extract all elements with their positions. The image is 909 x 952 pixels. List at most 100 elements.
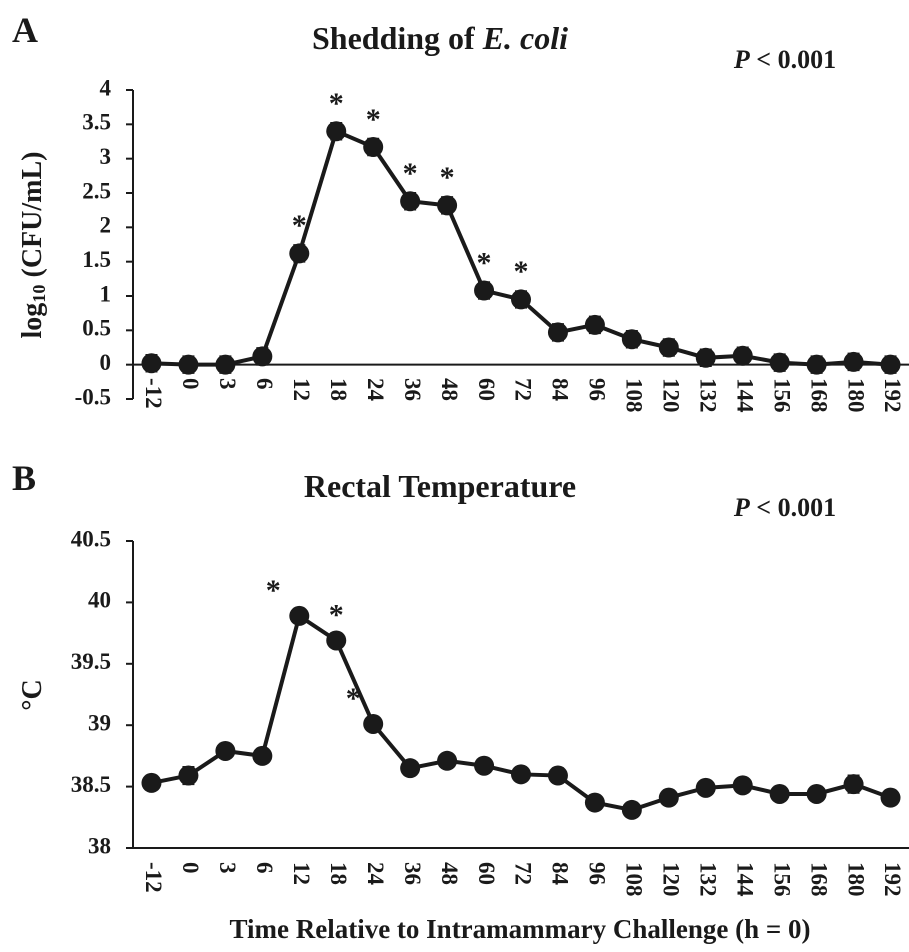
data-point — [474, 280, 495, 301]
x-tick-label: -12 — [141, 378, 166, 409]
data-point — [658, 337, 679, 358]
data-point — [806, 354, 827, 375]
x-tick-label: 72 — [511, 862, 536, 885]
data-point — [511, 289, 531, 310]
significance-marker: * — [266, 574, 281, 607]
significance-marker: * — [329, 87, 344, 120]
text-part: P — [733, 493, 751, 522]
x-tick-label: 96 — [585, 862, 610, 885]
y-tick-label: 4 — [100, 75, 112, 100]
text-part: < 0.001 — [750, 45, 836, 74]
data-point — [363, 136, 384, 157]
x-tick-label: -12 — [141, 862, 166, 893]
x-tick-label: 144 — [732, 378, 757, 413]
data-point — [252, 346, 273, 367]
x-tick-label: 108 — [622, 862, 647, 897]
y-tick-label: 40.5 — [71, 526, 111, 551]
x-tick-label: 18 — [326, 862, 351, 885]
data-point — [547, 765, 568, 786]
data-point — [695, 347, 716, 368]
x-tick-label: 84 — [548, 862, 573, 886]
x-tick-label: 0 — [178, 378, 203, 390]
x-tick-label: 72 — [511, 378, 536, 401]
data-point — [178, 765, 199, 786]
chart-title: Shedding of E. coli — [312, 20, 568, 56]
y-tick-label: 1 — [100, 281, 112, 306]
data-point — [769, 783, 790, 804]
x-tick-label: 108 — [622, 378, 647, 413]
significance-marker: * — [403, 157, 418, 190]
data-point — [437, 750, 458, 771]
text-part: log — [17, 303, 48, 339]
y-tick-label: 0 — [100, 350, 112, 375]
y-tick-label: 38 — [88, 833, 111, 858]
y-axis-label: °C — [17, 679, 48, 710]
panel-label: B — [12, 458, 36, 498]
y-tick-label: 2.5 — [82, 178, 111, 203]
text-part: Rectal Temperature — [304, 468, 576, 504]
y-tick-label: 40 — [88, 588, 111, 613]
x-tick-label: 6 — [252, 862, 277, 874]
x-tick-label: 60 — [474, 378, 499, 401]
x-tick-label: 96 — [585, 378, 610, 401]
data-point — [400, 758, 421, 779]
y-tick-label: 38.5 — [71, 772, 111, 797]
significance-marker: * — [329, 598, 344, 631]
data-point — [547, 322, 568, 343]
y-tick-label: 39 — [88, 710, 111, 735]
data-point — [880, 354, 901, 375]
x-tick-label: 18 — [326, 378, 351, 401]
x-tick-label: 156 — [769, 862, 794, 897]
panel-label: A — [12, 10, 38, 50]
x-axis-label: Time Relative to Intramammary Challenge … — [229, 914, 810, 944]
x-tick-label: 168 — [806, 862, 831, 897]
x-tick-label: 48 — [437, 862, 462, 885]
significance-marker: * — [346, 682, 361, 715]
x-tick-label: 168 — [806, 378, 831, 413]
x-tick-label: 180 — [843, 862, 868, 897]
x-tick-label: 0 — [178, 862, 203, 874]
y-tick-label: 3 — [100, 144, 112, 169]
data-point — [326, 121, 347, 142]
data-point — [289, 605, 310, 626]
data-point — [621, 799, 642, 820]
significance-marker: * — [477, 246, 492, 279]
data-point — [363, 713, 384, 734]
text-part: P — [733, 45, 751, 74]
data-point — [621, 329, 642, 350]
data-point — [732, 345, 753, 366]
data-point — [474, 755, 495, 776]
text-part: < 0.001 — [750, 493, 836, 522]
data-point — [215, 740, 236, 761]
data-point — [141, 353, 162, 374]
data-point — [584, 314, 605, 335]
p-value: P < 0.001 — [733, 493, 836, 522]
y-tick-label: -0.5 — [75, 384, 111, 409]
data-point — [178, 354, 199, 375]
data-point — [215, 354, 236, 375]
x-tick-label: 12 — [289, 862, 314, 885]
x-tick-label: 36 — [400, 862, 425, 885]
text-part: 10 — [29, 285, 49, 303]
text-part: (CFU/mL) — [17, 152, 48, 285]
data-point — [732, 775, 753, 796]
x-tick-label: 132 — [695, 378, 720, 413]
data-point — [843, 774, 864, 795]
y-tick-label: 0.5 — [82, 316, 111, 341]
x-tick-label: 24 — [363, 378, 388, 402]
x-tick-label: 192 — [880, 862, 905, 897]
significance-marker: * — [292, 209, 307, 242]
x-tick-label: 120 — [659, 862, 684, 897]
data-point — [141, 772, 162, 793]
data-point — [400, 191, 421, 212]
text-part: E. coli — [482, 20, 568, 56]
data-point — [252, 745, 273, 766]
x-tick-label: 60 — [474, 862, 499, 885]
x-tick-label: 6 — [252, 378, 277, 390]
x-tick-label: 12 — [289, 378, 314, 401]
x-tick-label: 132 — [695, 862, 720, 897]
text-part: Shedding of — [312, 20, 483, 56]
y-axis-label: log10 (CFU/mL) — [17, 152, 49, 339]
data-point — [806, 783, 827, 804]
